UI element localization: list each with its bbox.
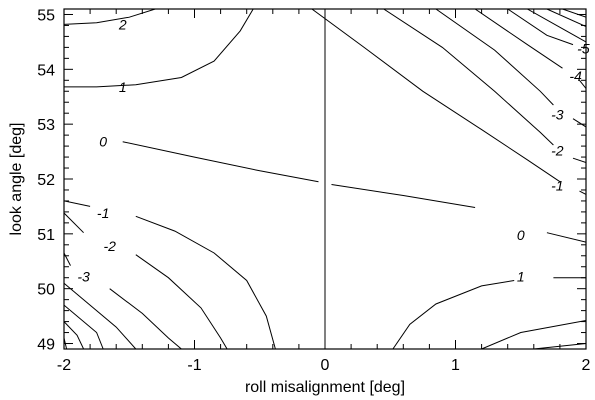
- contour-label-7: 1: [517, 269, 525, 285]
- contour-line-10: [64, 252, 71, 266]
- contour-line-4: [546, 232, 586, 243]
- x-tick-label: 2: [582, 357, 591, 374]
- contour-line-18: [481, 320, 586, 349]
- contour-label-0: 2: [118, 16, 127, 32]
- contour-label-10: -3: [551, 106, 564, 122]
- contour-label-4: -2: [103, 238, 116, 254]
- contour-label-3: -1: [97, 205, 109, 221]
- x-axis-title: roll misalignment [deg]: [245, 379, 405, 396]
- contour-line-25: [572, 118, 586, 128]
- contour-label-5: -3: [77, 269, 90, 285]
- contour-label-12: -5: [577, 40, 590, 56]
- contour-labels: 2 1 0 -1 -2 -3 0 1 -1 -2 -3 -4 -5: [77, 16, 589, 284]
- x-tick-label: -1: [187, 357, 201, 374]
- contour-line-6: [64, 200, 91, 207]
- contour-line-24: [435, 9, 554, 106]
- y-tick-label: 50: [37, 282, 55, 299]
- x-tick-label: 1: [451, 357, 460, 374]
- contour-label-2: 0: [99, 134, 107, 150]
- contour-line-7: [135, 215, 276, 349]
- contour-label-6: 0: [517, 227, 525, 243]
- contour-line-3: [331, 184, 476, 208]
- contour-line-9: [135, 254, 228, 349]
- contour-line-28: [507, 9, 574, 46]
- y-axis-title: look angle [deg]: [8, 123, 25, 236]
- contour-label-9: -2: [551, 142, 564, 158]
- y-tick-label: 49: [37, 337, 55, 354]
- contour-line-16: [392, 280, 515, 349]
- y-tick-label: 55: [37, 7, 55, 24]
- contour-line-13: [64, 304, 104, 349]
- contour-line-30: [546, 9, 586, 27]
- contour-line-0: [64, 9, 156, 25]
- contour-line-2: [122, 141, 319, 183]
- contour-label-11: -4: [569, 68, 582, 84]
- tick-labels: -2 -1 0 1 2 49 50 51 52 53 54 55: [37, 7, 590, 374]
- contour-line-20: [311, 9, 561, 183]
- contour-line-1: [64, 9, 254, 88]
- y-tick-label: 52: [37, 172, 55, 189]
- contour-line-12: [64, 282, 137, 349]
- contour-line-31: [562, 9, 586, 18]
- contour-lines: [64, 9, 586, 349]
- contour-label-8: -1: [551, 178, 563, 194]
- y-tick-label: 51: [37, 227, 55, 244]
- contour-line-27: [579, 79, 586, 89]
- contour-line-8: [64, 212, 84, 234]
- contour-line-23: [572, 157, 586, 163]
- contour-line-29: [527, 9, 586, 43]
- axis-ticks: [63, 9, 587, 349]
- contour-label-1: 1: [119, 79, 127, 95]
- contour-line-26: [474, 9, 563, 69]
- x-tick-label: -2: [57, 357, 71, 374]
- contour-line-21: [579, 190, 586, 195]
- y-tick-label: 53: [37, 117, 55, 134]
- y-tick-label: 54: [37, 62, 55, 79]
- contour-line-22: [383, 9, 554, 146]
- contour-line-11: [109, 288, 182, 349]
- x-tick-label: 0: [321, 357, 330, 374]
- contour-line-14: [64, 321, 85, 349]
